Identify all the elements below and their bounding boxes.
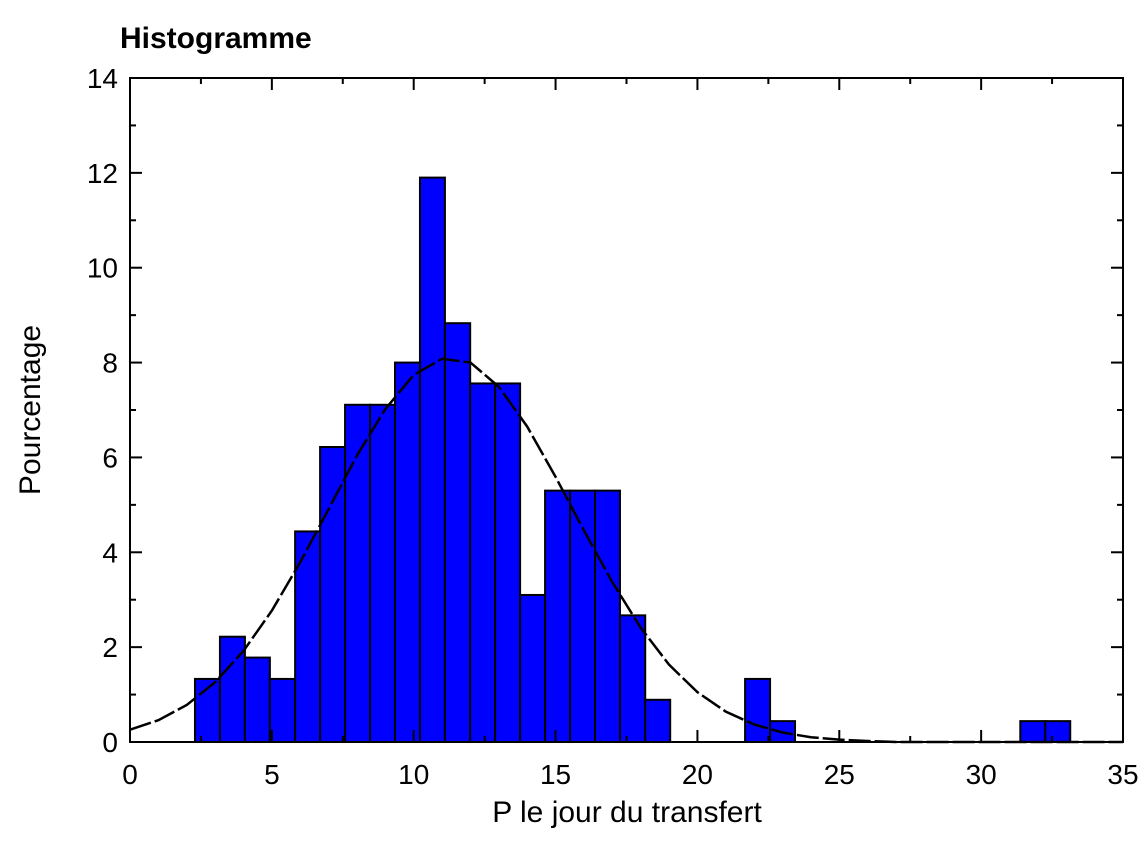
- x-tick-label: 5: [264, 759, 280, 790]
- bar: [1019, 720, 1047, 743]
- y-tick-label: 2: [102, 632, 118, 663]
- x-tick-label: 30: [966, 759, 997, 790]
- bar: [519, 593, 547, 743]
- x-tick-label: 0: [122, 759, 138, 790]
- y-tick-label: 10: [87, 253, 118, 284]
- bar: [1044, 720, 1072, 743]
- y-tick-label: 0: [102, 727, 118, 758]
- x-tick-label: 35: [1107, 759, 1138, 790]
- bar: [369, 403, 396, 743]
- chart-title: Histogramme: [120, 22, 312, 55]
- y-axis-label: Pourcentage: [14, 325, 47, 495]
- bar: [494, 382, 522, 743]
- x-tick-label: 25: [824, 759, 855, 790]
- bar: [393, 361, 421, 743]
- x-tick-label: 15: [540, 759, 571, 790]
- bar: [594, 489, 621, 743]
- x-tick-label: 20: [682, 759, 713, 790]
- bar: [443, 322, 472, 743]
- y-tick-label: 14: [87, 63, 118, 94]
- y-tick-label: 6: [102, 442, 118, 473]
- bar: [319, 445, 347, 743]
- bar: [618, 614, 647, 744]
- bar: [268, 677, 297, 743]
- y-tick-label: 4: [102, 537, 118, 568]
- y-tick-label: 12: [87, 158, 118, 189]
- y-tick-label: 8: [102, 348, 118, 379]
- x-tick-label: 10: [398, 759, 429, 790]
- x-axis-label: P le jour du transfert: [492, 796, 762, 829]
- bar: [469, 382, 497, 743]
- bar: [744, 677, 772, 743]
- bar: [243, 656, 271, 744]
- bar: [418, 176, 446, 744]
- bar: [544, 489, 572, 743]
- bar: [644, 698, 672, 744]
